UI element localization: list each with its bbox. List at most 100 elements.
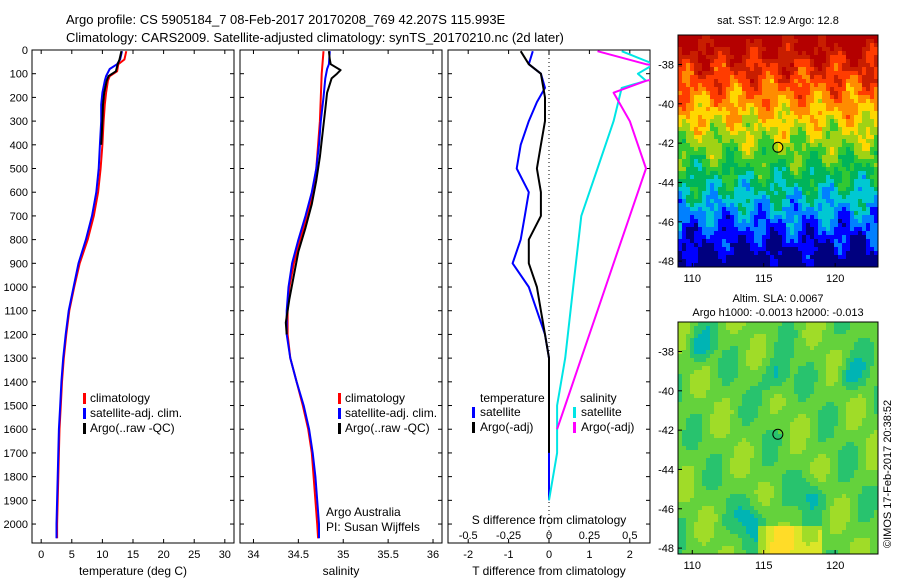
map-cell [842,175,847,180]
y-tick-label: 1900 [4,495,28,507]
map-cell [818,402,823,407]
map-cell [718,59,723,64]
map-cell [734,107,739,112]
map-cell [774,139,779,144]
map-cell [858,75,863,80]
map-cell [874,123,878,128]
map-cell [706,235,711,240]
map-cell [710,370,715,375]
map-cell [738,203,743,208]
map-cell [826,199,831,204]
map-cell [682,127,687,132]
map-cell [846,195,851,200]
map-cell [866,63,871,68]
map-cell [830,191,835,196]
map-cell [842,406,847,411]
map-cell [846,251,851,256]
map-cell [810,199,815,204]
map-cell [798,59,803,64]
map-cell [750,91,755,96]
map-cell [730,159,735,164]
map-cell [730,402,735,407]
map-cell [786,346,791,351]
map-cell [822,458,827,463]
map-cell [826,410,831,415]
map-cell [870,259,875,264]
map-cell [826,139,831,144]
map-cell [710,91,715,96]
map-cell [746,382,751,387]
map-cell [870,227,875,232]
map-cell [778,410,783,415]
map-cell [822,402,827,407]
map-cell [786,414,791,419]
sst-map-frame [677,34,879,268]
map-cell [782,358,787,363]
legend-swatch-climatology [83,393,86,404]
map-cell [770,95,775,100]
map-cell [814,207,819,212]
map-cell [690,43,695,48]
map-cell [810,139,815,144]
map-cell [718,442,723,447]
map-cell [866,454,871,459]
map-cell [706,434,711,439]
map-cell [798,235,803,240]
map-cell [858,231,863,236]
map-cell [806,406,811,411]
map-cell [814,151,819,156]
map-cell [738,103,743,108]
map-cell [854,442,859,447]
map-cell [834,199,839,204]
legend-swatch-argo [338,423,341,434]
map-cell [830,159,835,164]
map-cell [806,111,811,116]
map-cell [746,87,751,92]
map-cell [854,342,859,347]
map-cell [694,322,699,327]
map-cell [798,326,803,331]
map-cell [690,378,695,383]
map-cell [678,211,683,216]
map-cell [758,426,763,431]
map-cell [790,338,795,343]
map-cell [874,434,878,439]
map-cell [866,159,871,164]
map-cell [782,418,787,423]
map-cell [786,330,791,335]
map-cell [850,330,855,335]
map-cell [738,119,743,124]
map-cell [698,358,703,363]
map-cell [786,235,791,240]
map-cell [814,414,819,419]
map-cell [874,422,878,427]
map-cell [834,350,839,355]
map-cell [754,123,759,128]
map-cell [870,430,875,435]
map-cell [842,239,847,244]
map-cell [802,51,807,56]
map-cell [710,71,715,76]
map-cell [778,71,783,76]
map-cell [682,350,687,355]
map-cell [810,342,815,347]
map-cell [702,139,707,144]
map-cell [774,247,779,252]
map-cell [874,43,878,48]
map-cell [826,47,831,52]
map-cell [862,143,867,148]
map-cell [746,163,751,168]
map-cell [730,247,735,252]
map-cell [770,159,775,164]
map-cell [810,127,815,132]
map-cell [846,450,851,455]
map-cell [726,175,731,180]
map-cell [850,390,855,395]
map-cell [806,251,811,256]
map-cell [850,402,855,407]
map-cell [834,235,839,240]
map-cell [766,239,771,244]
map-cell [774,334,779,339]
map-cell [834,434,839,439]
map-cell [826,79,831,84]
